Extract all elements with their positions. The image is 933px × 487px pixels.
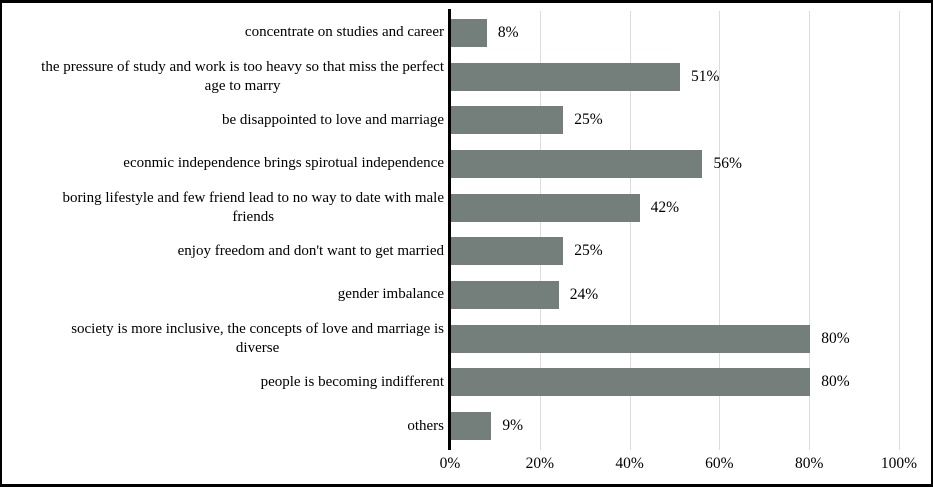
chart-row: econmic independence brings spirotual in… (2, 142, 931, 186)
category-label: be disappointed to love and marriage (2, 98, 450, 142)
bar (451, 237, 564, 266)
x-tick-label: 0% (439, 455, 461, 472)
category-label: enjoy freedom and don't want to get marr… (2, 229, 450, 273)
chart-row: enjoy freedom and don't want to get marr… (2, 229, 931, 273)
value-label: 25% (574, 242, 603, 260)
category-label: gender imbalance (2, 273, 450, 317)
bar-track: 80% (450, 361, 899, 405)
category-label: others (2, 404, 450, 448)
chart-row: concentrate on studies and career 8% (2, 11, 931, 55)
bar (451, 106, 564, 135)
value-label: 24% (569, 285, 599, 303)
x-tick-label: 100% (880, 455, 918, 472)
gridline (539, 11, 541, 450)
bar-track: 24% (450, 273, 899, 317)
value-label: 80% (821, 329, 850, 347)
chart-row: people is becoming indifferent 80% (2, 361, 931, 405)
x-tick-label: 40% (615, 455, 644, 472)
chart-row: gender imbalance 24% (2, 273, 931, 317)
category-label-text: econmic independence brings spirotual in… (123, 155, 444, 172)
bar (451, 193, 640, 222)
gridline (809, 11, 811, 450)
chart-row: be disappointed to love and marriage 25% (2, 98, 931, 142)
value-label: 80% (821, 373, 850, 391)
value-label: 8% (497, 23, 519, 41)
category-label: the pressure of study and work is too he… (2, 55, 450, 99)
value-label: 25% (574, 111, 603, 129)
category-label-text: people is becoming indifferent (260, 373, 444, 390)
bar (451, 62, 680, 91)
bar (451, 149, 703, 178)
bar-track: 9% (450, 404, 899, 448)
value-label: 56% (713, 154, 742, 172)
chart-rows: concentrate on studies and career 8% the p… (2, 11, 931, 448)
bar-track: 56% (450, 142, 899, 186)
category-label: society is more inclusive, the concepts … (2, 317, 450, 361)
y-axis-line (448, 9, 451, 450)
x-tick-label: 20% (525, 455, 555, 472)
chart-row: the pressure of study and work is too he… (2, 55, 931, 99)
bar-track: 42% (450, 186, 899, 230)
gridline (719, 11, 721, 450)
x-tick-label: 60% (705, 455, 734, 472)
bar (451, 324, 811, 353)
category-label-text: enjoy freedom and don't want to get marr… (177, 242, 444, 259)
category-label-text: concentrate on studies and career (244, 24, 444, 41)
category-label: boring lifestyle and few friend lead to … (2, 186, 450, 230)
category-label: concentrate on studies and career (2, 11, 450, 55)
chart-row: society is more inclusive, the concepts … (2, 317, 931, 361)
bar (451, 368, 811, 397)
x-tick-label: 80% (794, 455, 824, 472)
chart-row: boring lifestyle and few friend lead to … (2, 186, 931, 230)
category-label-text: boring lifestyle and few friend lead to … (62, 189, 444, 225)
category-label-text: gender imbalance (337, 286, 444, 303)
chart-row: others 9% (2, 404, 931, 448)
category-label-text: others (407, 417, 444, 434)
category-label-text: society is more inclusive, the concepts … (71, 320, 444, 356)
category-label-text: the pressure of study and work is too he… (41, 58, 444, 94)
bar-track: 25% (450, 98, 899, 142)
bar (451, 18, 487, 47)
value-label: 9% (502, 417, 524, 435)
category-label: people is becoming indifferent (2, 361, 450, 405)
value-label: 51% (690, 67, 720, 85)
value-label: 42% (650, 198, 679, 216)
bar-track: 8% (450, 11, 899, 55)
bar-track: 80% (450, 317, 899, 361)
bar (451, 280, 559, 309)
bar (451, 412, 492, 441)
gridline (899, 11, 900, 450)
category-label-text: be disappointed to love and marriage (221, 111, 444, 128)
category-label: econmic independence brings spirotual in… (2, 142, 450, 186)
bar-track: 25% (450, 229, 899, 273)
gridline (629, 11, 631, 450)
bar-track: 51% (450, 55, 899, 99)
